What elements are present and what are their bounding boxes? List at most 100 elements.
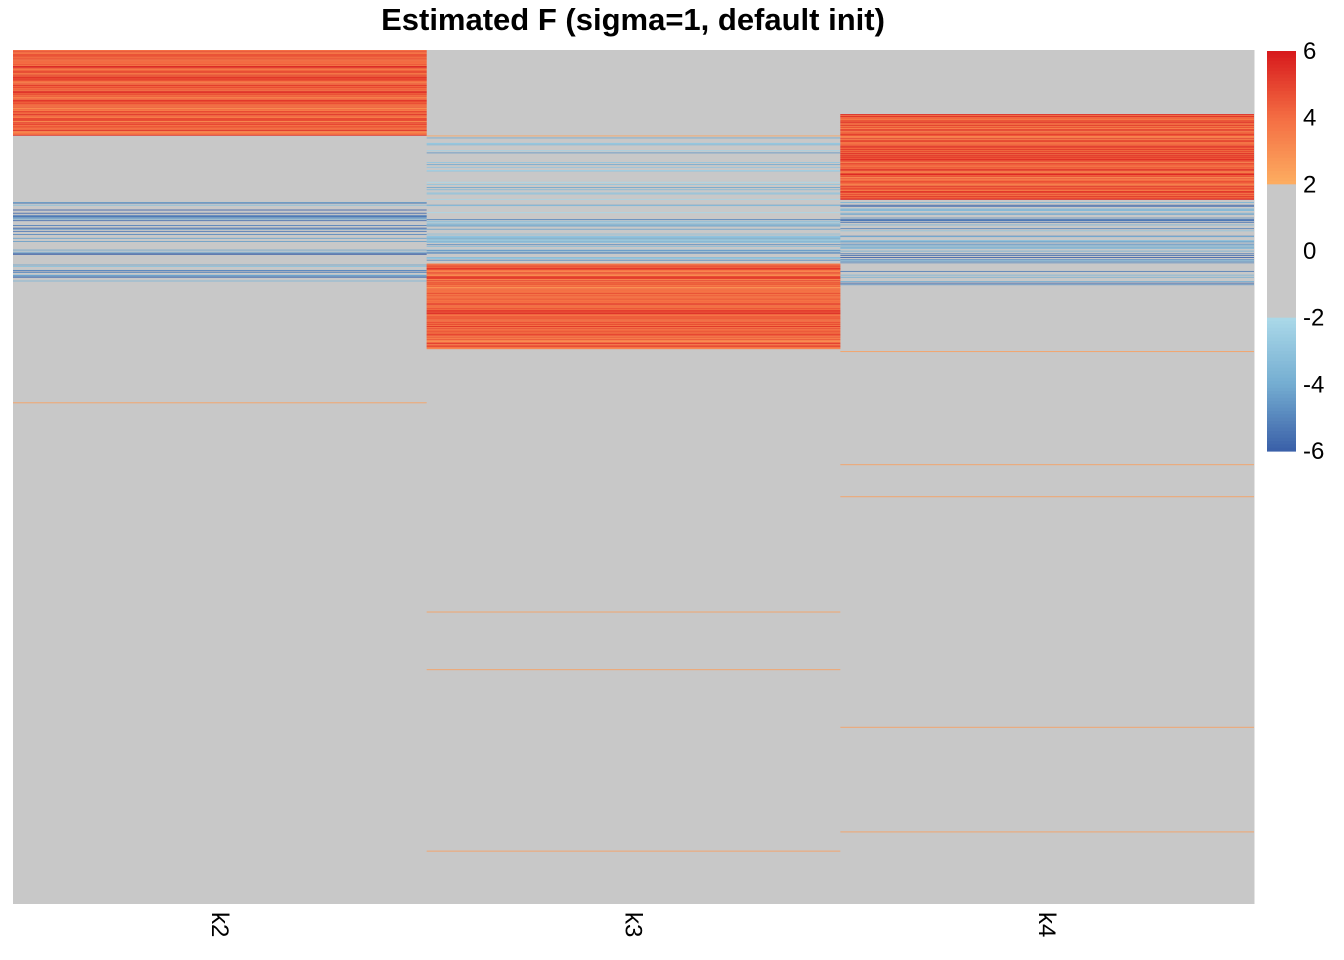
legend-swatch xyxy=(1267,114,1296,119)
heatmap-cell xyxy=(426,315,841,317)
heatmap-cell xyxy=(13,82,427,83)
heatmap-cell xyxy=(426,340,841,342)
heatmap-cell xyxy=(426,265,841,266)
legend-swatch xyxy=(1267,221,1296,225)
heatmap-cell xyxy=(13,92,427,93)
heatmap-cell xyxy=(840,241,1254,242)
heatmap-cell xyxy=(840,147,1254,149)
heatmap-cell xyxy=(426,236,841,238)
heatmap-cell xyxy=(13,234,427,235)
heatmap-cell xyxy=(426,294,841,296)
heatmap-cell xyxy=(13,83,427,84)
heatmap-cell xyxy=(840,135,1254,137)
heatmap-cell xyxy=(426,277,841,279)
heatmap-cell xyxy=(840,128,1254,130)
legend-swatch xyxy=(1267,231,1296,235)
heatmap-cell xyxy=(13,55,427,57)
heatmap-cell xyxy=(426,283,841,285)
heatmap-cell xyxy=(13,264,427,266)
heatmap-cell xyxy=(426,292,841,294)
heatmap-cell xyxy=(840,167,1254,169)
heatmap-cell xyxy=(13,102,427,104)
heatmap-cell xyxy=(840,161,1254,163)
heatmap-cell xyxy=(426,328,841,329)
legend-swatch xyxy=(1267,261,1296,265)
heatmap-cell xyxy=(13,214,427,216)
heatmap-cell xyxy=(13,85,427,87)
legend-swatch xyxy=(1267,427,1296,432)
legend-swatch xyxy=(1267,171,1296,175)
heatmap-cell xyxy=(840,276,1254,278)
legend-swatch xyxy=(1267,181,1296,185)
heatmap-cell xyxy=(13,129,427,131)
heatmap-cell xyxy=(13,90,427,92)
heatmap-cell xyxy=(426,321,841,323)
heatmap-cell xyxy=(840,133,1254,135)
heatmap-cell xyxy=(13,128,427,130)
legend-swatch xyxy=(1267,111,1296,115)
heatmap-cell xyxy=(426,280,841,281)
heatmap-cell xyxy=(13,86,427,88)
heatmap-cell xyxy=(426,336,841,337)
heatmap-cell xyxy=(13,77,427,79)
heatmap-cell xyxy=(426,166,841,168)
heatmap-block-k4 xyxy=(840,114,1254,200)
legend-swatch xyxy=(1267,447,1296,452)
heatmap-cell xyxy=(426,335,841,337)
heatmap-cell xyxy=(426,284,841,286)
heatmap-cell xyxy=(13,69,427,71)
legend-swatch xyxy=(1267,444,1296,449)
heatmap-cell xyxy=(840,180,1254,182)
heatmap-cell xyxy=(13,110,427,112)
heatmap-cell xyxy=(426,297,841,298)
legend-tick-label: -2 xyxy=(1303,305,1324,332)
heatmap-cell xyxy=(426,325,841,327)
heatmap-cell xyxy=(426,220,841,222)
heatmap-cell xyxy=(426,279,841,281)
heatmap-cell xyxy=(13,93,427,95)
heatmap-cell xyxy=(840,140,1254,142)
heatmap-cell xyxy=(13,98,427,100)
heatmap-cell xyxy=(13,122,427,123)
legend-swatch xyxy=(1267,97,1296,102)
heatmap-cell xyxy=(840,169,1254,171)
heatmap-block-k2 xyxy=(13,50,427,136)
heatmap-cell xyxy=(426,250,841,252)
heatmap-cell xyxy=(840,114,1254,116)
heatmap-cell xyxy=(426,312,841,313)
heatmap-cell xyxy=(840,235,1254,237)
heatmap-cell xyxy=(426,272,841,273)
heatmap-cell xyxy=(13,116,427,118)
heatmap-cell xyxy=(13,55,427,57)
heatmap-cell xyxy=(426,344,841,345)
heatmap-cell xyxy=(426,183,841,185)
heatmap-cell xyxy=(840,147,1254,148)
heatmap-cell xyxy=(426,319,841,321)
heatmap-cell xyxy=(13,103,427,105)
legend-swatch xyxy=(1267,421,1296,425)
heatmap-cell xyxy=(426,212,841,214)
heatmap-cell xyxy=(840,139,1254,140)
legend-swatch xyxy=(1267,244,1296,249)
heatmap-cell xyxy=(840,185,1254,187)
heatmap-cell xyxy=(13,91,427,92)
heatmap-cell xyxy=(840,163,1254,165)
heatmap-cell xyxy=(13,215,427,217)
heatmap-cell xyxy=(426,252,841,254)
heatmap-cell xyxy=(426,313,841,315)
heatmap-cell xyxy=(426,297,841,299)
heatmap-cell xyxy=(426,286,841,288)
heatmap-cell xyxy=(426,304,841,305)
legend-swatch xyxy=(1267,127,1296,132)
heatmap-cell xyxy=(13,117,427,119)
heatmap-cell xyxy=(13,76,427,78)
legend-swatch xyxy=(1267,434,1296,439)
heatmap-cell xyxy=(840,137,1254,138)
heatmap-cell xyxy=(840,168,1254,170)
legend-tick-label: 2 xyxy=(1303,171,1316,198)
heatmap-cell xyxy=(840,142,1254,144)
legend-swatch xyxy=(1267,64,1296,69)
heatmap-cell xyxy=(13,63,427,65)
heatmap-cell xyxy=(426,270,841,272)
legend-swatch xyxy=(1267,217,1296,222)
